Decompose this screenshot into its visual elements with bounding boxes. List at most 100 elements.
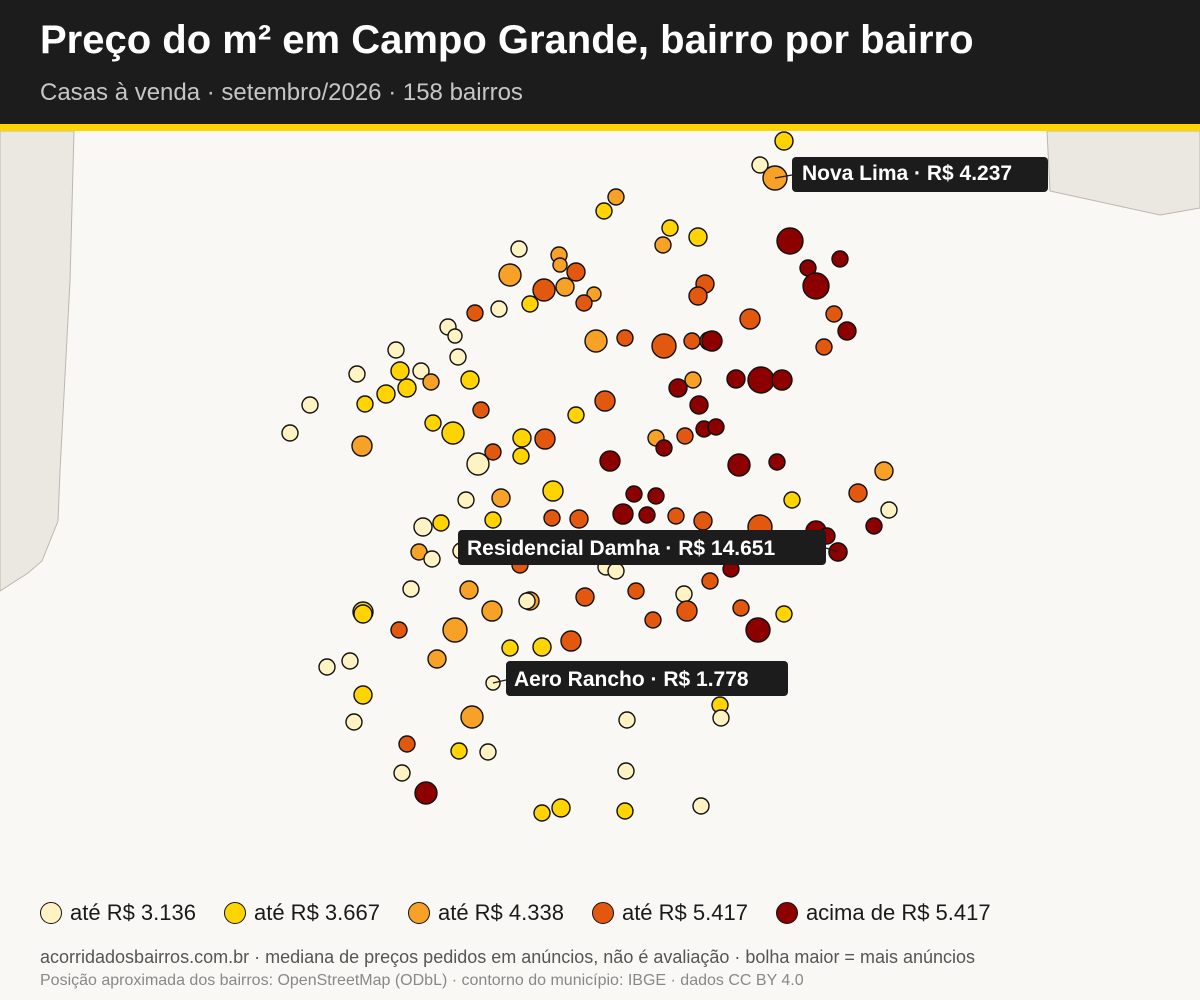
neighborhood-bubble [356, 395, 374, 413]
neighborhood-bubble [837, 321, 857, 341]
neighborhood-bubble [345, 713, 363, 731]
neighborhood-bubble [512, 428, 532, 448]
neighborhood-bubble [427, 649, 447, 669]
footer-attribution: Posição aproximada dos bairros: OpenStre… [40, 972, 804, 989]
neighborhood-bubble [481, 600, 503, 622]
leader-line-residencial-damha [825, 547, 839, 553]
neighborhood-bubble [301, 396, 319, 414]
neighborhood-bubble [825, 305, 843, 323]
neighborhood-bubble [618, 711, 636, 729]
neighborhood-bubble [348, 365, 366, 383]
legend-item-tier-2: até R$ 3.667 [223, 900, 380, 926]
neighborhood-bubble [423, 550, 441, 568]
neighborhood-bubble [390, 361, 410, 381]
neighborhood-bubble [701, 572, 719, 590]
neighborhood-bubble [707, 418, 725, 436]
neighborhood-bubble [555, 277, 575, 297]
neighborhood-bubble [768, 453, 786, 471]
callout-nova-lima: Nova Lima · R$ 4.237 [774, 157, 1048, 192]
neighborhood-bubble [683, 332, 701, 350]
neighborhood-bubble [848, 483, 868, 503]
neighborhood-bubble [584, 329, 608, 353]
neighborhood-bubble [341, 652, 359, 670]
neighborhood-bubble [651, 333, 677, 359]
neighborhood-bubble [484, 511, 502, 529]
neighborhood-bubble [566, 262, 586, 282]
legend-swatch-tier-3 [407, 902, 430, 924]
neighbor-area-left [0, 131, 75, 592]
neighborhood-bubble [644, 611, 662, 629]
neighborhood-bubble [594, 390, 616, 412]
neighborhood-bubble [512, 447, 530, 465]
neighborhood-bubble [638, 506, 656, 524]
neighborhood-bubble [815, 338, 833, 356]
legend-label-tier-3: até R$ 4.338 [437, 900, 564, 925]
neighborhood-bubble [676, 600, 698, 622]
leader-line-nova-lima [774, 174, 793, 179]
neighborhood-bubble [880, 501, 898, 519]
neighborhood-bubble [412, 362, 430, 380]
neighborhood-bubble [874, 461, 894, 481]
neighborhood-bubble [449, 348, 467, 366]
neighborhood-bubble [466, 304, 484, 322]
neighborhood-bubble [542, 480, 564, 502]
neighborhood-bubble [575, 587, 595, 607]
callout-label-aero-rancho: Aero Rancho · R$ 1.778 [514, 668, 749, 691]
neighborhood-bubble [397, 378, 417, 398]
neighborhood-bubble [414, 781, 438, 805]
neighborhood-bubble [490, 300, 508, 318]
callout-box-aero-rancho [506, 661, 788, 696]
neighborhood-bubble [701, 330, 723, 352]
neighborhood-bubble [607, 188, 625, 206]
neighborhood-bubble [466, 452, 490, 476]
page-subtitle: Casas à venda · setembro/2026 · 158 bair… [40, 79, 523, 106]
neighborhood-bubble [532, 278, 556, 302]
neighborhood-bubble [775, 605, 793, 623]
neighborhood-bubble [617, 762, 635, 780]
neighborhood-bubble [552, 257, 568, 273]
neighborhood-bubble [607, 562, 625, 580]
map-background [0, 131, 1200, 876]
callouts-layer: Nova Lima · R$ 4.237 Residencial Damha ·… [458, 157, 1048, 696]
neighborhood-bubble [479, 743, 497, 761]
neighborhood-bubble [424, 414, 442, 432]
callout-residencial-damha: Residencial Damha · R$ 14.651 [458, 530, 839, 565]
neighborhood-bubble [441, 421, 465, 445]
callout-aero-rancho: Aero Rancho · R$ 1.778 [492, 661, 788, 696]
neighborhood-bubble [510, 240, 528, 258]
neighborhood-bubble [518, 592, 536, 610]
neighborhood-bubble [457, 491, 475, 509]
neighborhood-bubble [831, 250, 849, 268]
neighborhood-bubble [616, 802, 634, 820]
neighborhood-bubble [688, 227, 708, 247]
neighborhood-bubble [771, 369, 793, 391]
neighborhood-bubble [543, 509, 561, 527]
neighborhood-bubble [667, 507, 685, 525]
legend-label-tier-4: até R$ 5.417 [621, 900, 748, 925]
neighborhood-bubble [751, 156, 769, 174]
legend-item-tier-5: acima de R$ 5.417 [775, 900, 991, 926]
neighborhood-bubble [351, 435, 373, 457]
neighborhood-bubble [413, 517, 433, 537]
neighborhood-bubble [595, 202, 613, 220]
neighborhood-bubble [599, 450, 621, 472]
neighborhood-bubble [447, 328, 463, 344]
neighborhood-bubble [567, 406, 585, 424]
neighborhood-bubble [459, 580, 479, 600]
neighborhood-bubble [727, 453, 751, 477]
neighborhood-bubble [627, 582, 645, 600]
neighborhood-bubble [745, 617, 771, 643]
callout-label-nova-lima: Nova Lima · R$ 4.237 [802, 162, 1012, 185]
neighborhood-bubble [318, 658, 336, 676]
neighborhood-bubble [726, 369, 746, 389]
legend-label-tier-2: até R$ 3.667 [253, 900, 380, 925]
header-bar: Preço do m² em Campo Grande, bairro por … [0, 0, 1200, 124]
neighborhood-bubble [460, 370, 480, 390]
neighborhood-bubble [560, 630, 582, 652]
bubbles-layer [281, 131, 898, 822]
neighborhood-bubble [732, 599, 750, 617]
neighborhood-bubble [688, 286, 708, 306]
neighborhood-bubble [661, 219, 679, 237]
neighborhood-bubble [575, 294, 593, 312]
neighborhood-bubble [676, 427, 694, 445]
